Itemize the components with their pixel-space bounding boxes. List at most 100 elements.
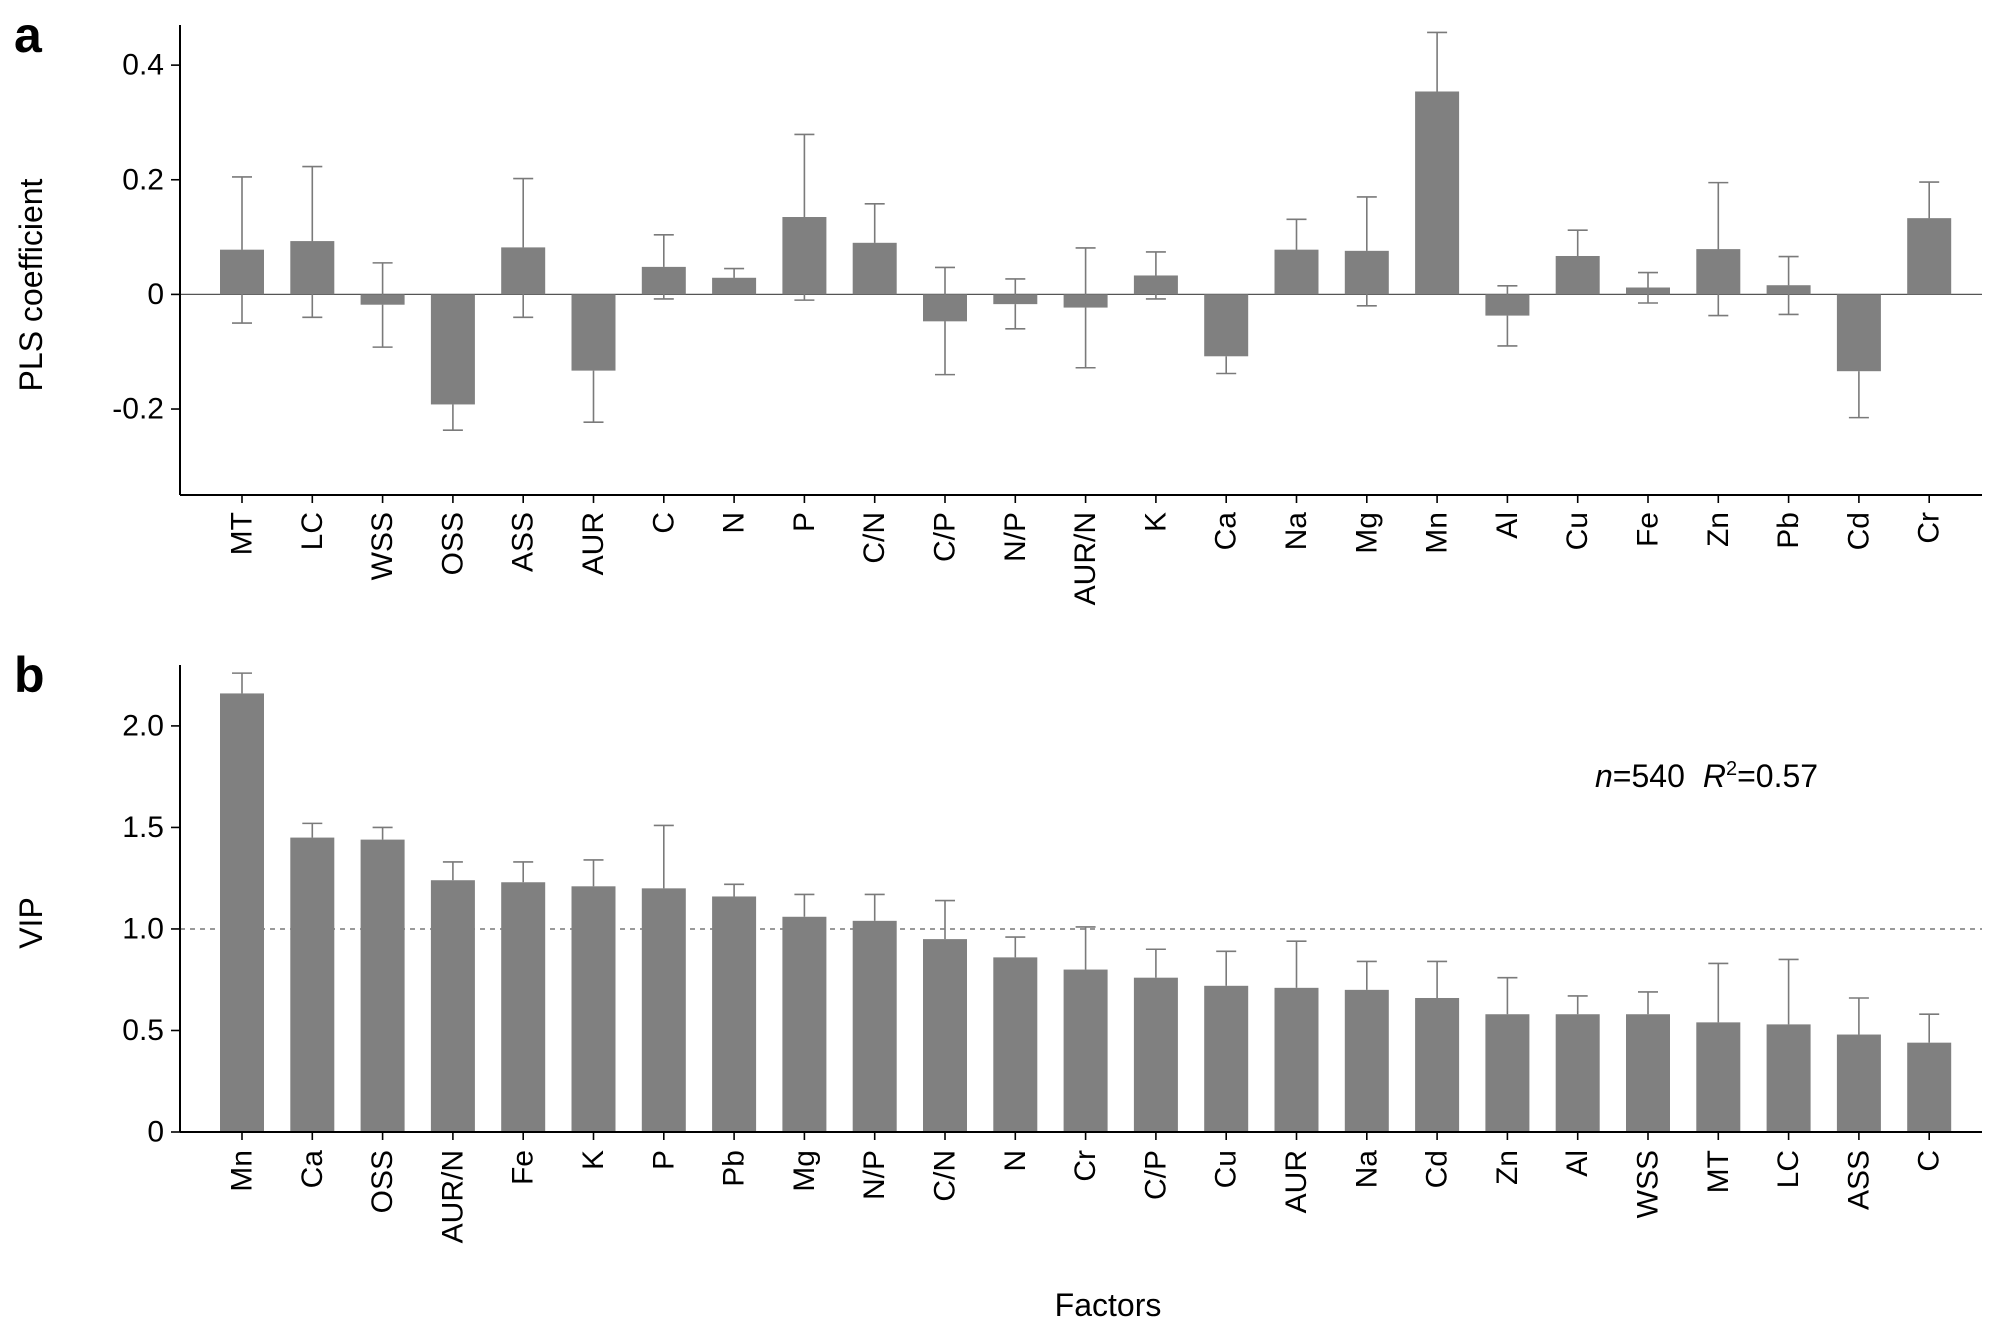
x-tick-label-ca: Ca: [1210, 512, 1243, 551]
x-tick-label-cr: Cr: [1913, 512, 1946, 544]
x-tick-label-cr: Cr: [1069, 1150, 1102, 1182]
x-tick-label-k: K: [577, 1150, 610, 1170]
bar-ca: [290, 837, 335, 1132]
x-tick-label-na: Na: [1280, 512, 1313, 551]
x-tick-label-lc: LC: [1772, 1150, 1805, 1188]
x-tick-label-c-n: C/N: [929, 1150, 962, 1202]
bar-zn: [1696, 249, 1741, 295]
panel-b-error-bars: [232, 672, 1940, 1043]
x-tick-label-ca: Ca: [296, 1150, 329, 1189]
bar-c-p: [923, 294, 967, 322]
bar-k: [1133, 275, 1178, 295]
x-tick-label-pb: Pb: [718, 1150, 751, 1187]
panel-b-bars: [220, 693, 1952, 1132]
bar-wss: [360, 294, 405, 305]
bar-al: [1485, 294, 1530, 316]
x-tick-label-cd: Cd: [1421, 1150, 1454, 1188]
panel-b-fit-annotation: n=540 R2=0.57: [1595, 758, 1818, 794]
x-tick-label-fe: Fe: [507, 1150, 540, 1185]
bar-oss: [360, 839, 405, 1132]
x-tick-label-c-p: C/P: [1139, 1150, 1172, 1200]
x-tick-label-mg: Mg: [1350, 512, 1383, 554]
bar-aur: [571, 294, 616, 371]
bar-aur: [1274, 987, 1319, 1132]
y-tick-label: 0: [147, 278, 164, 311]
bar-c: [1907, 1042, 1952, 1132]
bar-wss: [1626, 1014, 1670, 1132]
panel-a-bars: [220, 91, 1952, 405]
x-tick-label-n-p: N/P: [999, 512, 1032, 562]
y-tick-label: 0.4: [122, 49, 164, 82]
x-tick-label-aur-n: AUR/N: [1069, 512, 1102, 605]
bar-na: [1274, 249, 1319, 295]
x-tick-label-cd: Cd: [1842, 512, 1875, 550]
bar-cu: [1204, 985, 1249, 1132]
bar-pb: [712, 896, 757, 1132]
bar-cr: [1907, 218, 1952, 295]
bar-mt: [220, 249, 264, 295]
panel-a-y-ticks: -0.2 0 0.2 0.4: [112, 49, 180, 426]
panel-a-error-bars: [232, 31, 1940, 432]
x-tick-label-k: K: [1139, 512, 1172, 532]
bar-c: [641, 266, 686, 295]
bar-pb: [1766, 285, 1811, 295]
bar-mn: [220, 693, 264, 1132]
x-tick-label-ass: ASS: [1842, 1150, 1875, 1210]
y-tick-label: 1.0: [122, 912, 164, 945]
x-tick-label-al: Al: [1491, 512, 1524, 539]
bar-mn: [1415, 91, 1460, 295]
y-tick-label: 0: [147, 1116, 164, 1149]
x-tick-label-wss: WSS: [1632, 1150, 1665, 1218]
bar-n-p: [852, 920, 897, 1132]
x-tick-label-mt: MT: [1702, 1150, 1735, 1193]
bar-aur-n: [430, 880, 475, 1132]
r-superscript: 2: [1726, 758, 1737, 780]
panel-a-y-axis-title: PLS coefficient: [13, 178, 49, 391]
bar-aur-n: [1063, 294, 1108, 308]
x-tick-label-fe: Fe: [1632, 512, 1665, 547]
bar-mt: [1696, 1022, 1741, 1132]
x-tick-label-mn: Mn: [226, 1150, 259, 1192]
x-tick-label-c: C: [1913, 1150, 1946, 1172]
panel-b-y-ticks: 0 0.5 1.0 1.5 2.0: [122, 709, 180, 1149]
panel-a: a PLS coefficient -0.2 0 0.2 0.4 MT LC WSS OSS…: [13, 7, 1982, 605]
bar-c-n: [923, 939, 967, 1132]
x-tick-label-c-n: C/N: [858, 512, 891, 564]
panel-b-letter: b: [14, 647, 45, 703]
y-tick-label: 0.2: [122, 163, 164, 196]
x-tick-label-wss: WSS: [366, 512, 399, 580]
x-tick-label-oss: OSS: [436, 512, 469, 575]
x-tick-label-na: Na: [1350, 1150, 1383, 1189]
bar-ca: [1204, 294, 1249, 357]
bar-mg: [1344, 250, 1389, 295]
bar-zn: [1485, 1014, 1530, 1132]
x-tick-label-mn: Mn: [1421, 512, 1454, 554]
x-tick-label-p: P: [788, 512, 821, 532]
bar-c-n: [852, 242, 897, 295]
x-tick-label-pb: Pb: [1772, 512, 1805, 549]
x-tick-label-zn: Zn: [1702, 512, 1735, 547]
x-tick-label-mt: MT: [226, 512, 259, 555]
panel-b: b VIP 0 0.5 1.0 1.5 2.0 Mn Ca OSS AUR/N Fe K P Pb Mg…: [13, 647, 1982, 1243]
x-tick-label-al: Al: [1561, 1150, 1594, 1177]
bar-c-p: [1133, 977, 1178, 1132]
n-value: =540: [1613, 758, 1685, 794]
x-tick-label-n-p: N/P: [858, 1150, 891, 1200]
bar-na: [1344, 989, 1389, 1132]
x-tick-label-oss: OSS: [366, 1150, 399, 1213]
x-tick-label-mg: Mg: [788, 1150, 821, 1192]
bar-p: [641, 888, 686, 1132]
x-tick-label-aur: AUR: [577, 512, 610, 575]
bar-cd: [1836, 294, 1881, 372]
y-tick-label: -0.2: [112, 393, 164, 426]
x-tick-label-n: N: [999, 1150, 1032, 1172]
bar-cu: [1555, 255, 1600, 295]
bar-lc: [1766, 1024, 1811, 1132]
x-tick-label-p: P: [647, 1150, 680, 1170]
x-tick-label-c-p: C/P: [929, 512, 962, 562]
n-label: n: [1595, 758, 1613, 794]
y-tick-label: 1.5: [122, 811, 164, 844]
x-tick-label-cu: Cu: [1561, 512, 1594, 550]
bar-cr: [1063, 969, 1108, 1132]
